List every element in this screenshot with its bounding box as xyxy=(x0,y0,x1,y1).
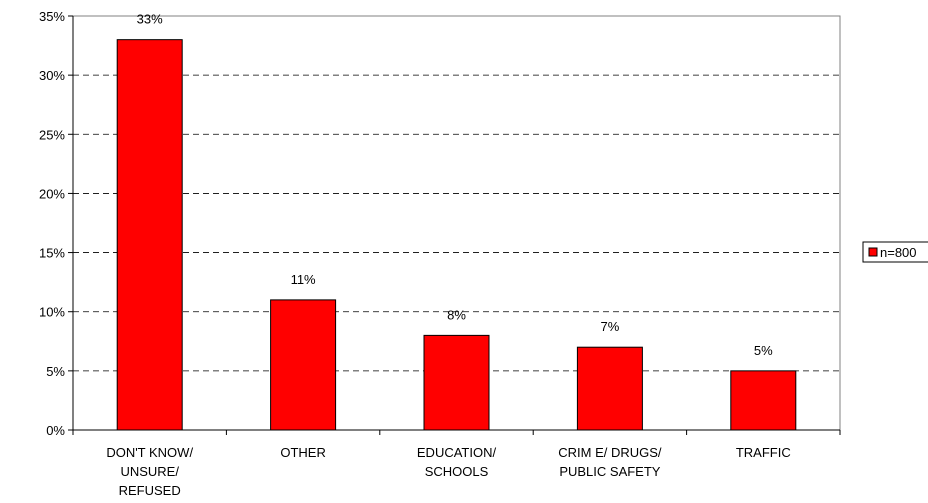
x-tick-label: DON'T KNOW/UNSURE/REFUSED xyxy=(106,445,193,498)
legend-swatch xyxy=(868,247,878,257)
data-label: 8% xyxy=(447,307,466,322)
y-tick-label: 25% xyxy=(39,127,65,142)
data-label: 11% xyxy=(291,272,316,287)
bar xyxy=(576,346,643,431)
legend-box xyxy=(862,241,928,263)
y-tick-label: 15% xyxy=(39,246,65,261)
x-tick-label: OTHER xyxy=(280,445,326,460)
y-axis: 0% 5% 10% 15% 20% 25% 30% 35% xyxy=(39,9,74,438)
data-labels: 33% 11% 8% 7% 5% xyxy=(137,12,773,358)
x-tick-label: CRIM E/ DRUGS/PUBLIC SAFETY xyxy=(558,445,662,479)
bar xyxy=(730,370,797,431)
bar xyxy=(270,299,337,431)
y-tick-label: 0% xyxy=(46,423,65,438)
legend: n=800 xyxy=(862,241,928,263)
legend-label: n=800 xyxy=(880,245,917,260)
y-tick-label: 10% xyxy=(39,305,65,320)
y-tick-label: 30% xyxy=(39,68,65,83)
x-axis: DON'T KNOW/UNSURE/REFUSED OTHER EDUCATION/… xyxy=(72,429,841,498)
x-tick-label: TRAFFIC xyxy=(736,445,791,460)
data-label: 33% xyxy=(137,12,163,27)
bars xyxy=(116,39,797,431)
data-label: 7% xyxy=(601,319,620,334)
y-tick-label: 20% xyxy=(39,186,65,201)
y-tick-label: 35% xyxy=(39,9,65,24)
x-tick-label: EDUCATION/SCHOOLS xyxy=(417,445,497,479)
bar xyxy=(116,39,183,431)
data-label: 5% xyxy=(754,343,773,358)
y-tick-label: 5% xyxy=(46,364,65,379)
bar xyxy=(423,334,490,431)
